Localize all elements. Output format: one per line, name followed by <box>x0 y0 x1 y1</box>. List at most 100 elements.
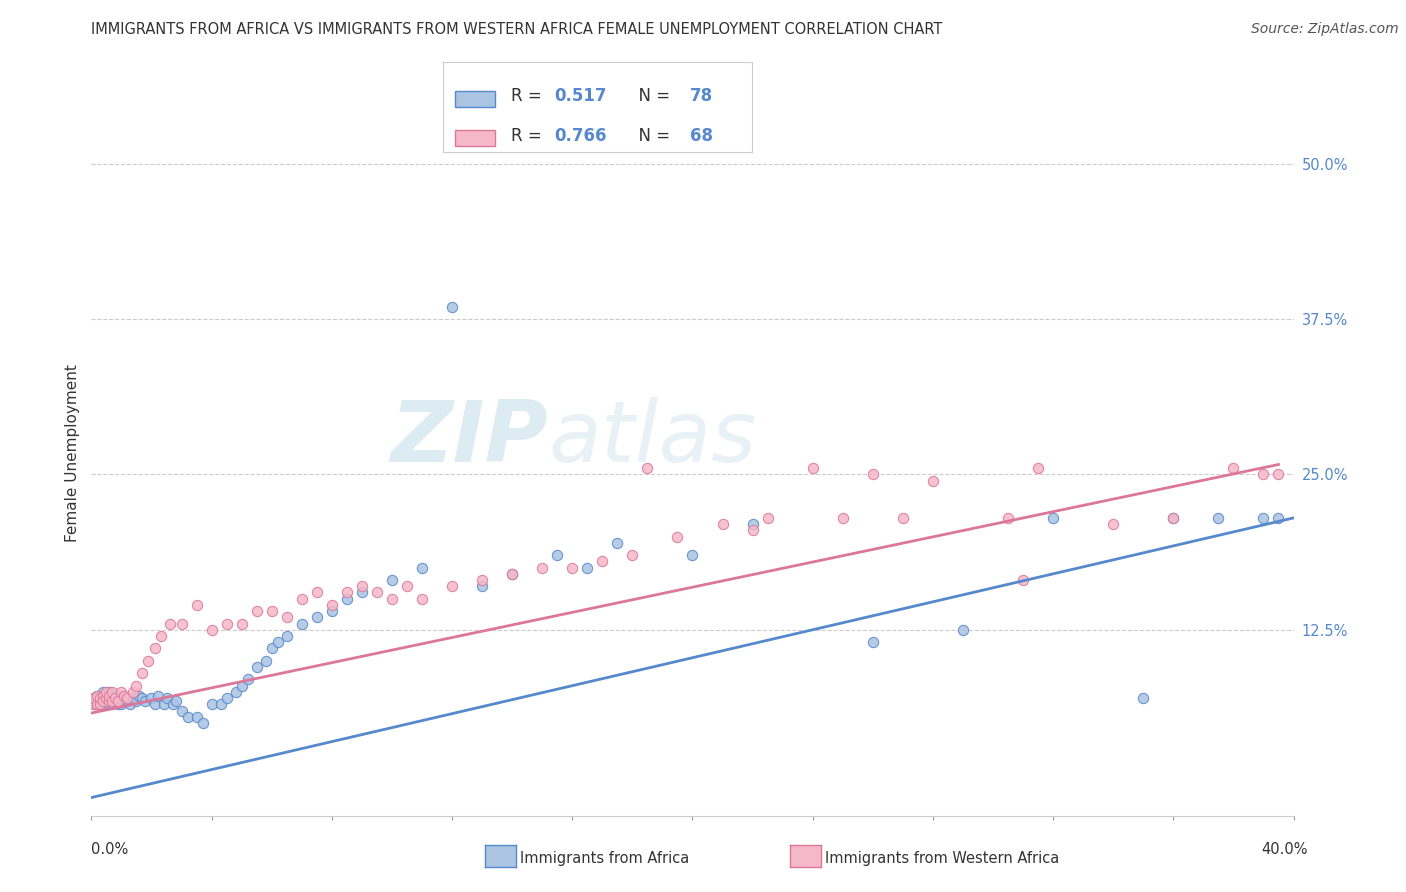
Point <box>501 566 523 581</box>
Point <box>546 548 568 562</box>
Point <box>86 693 108 707</box>
Point <box>891 511 914 525</box>
Point <box>101 693 124 707</box>
Text: R =: R = <box>510 87 547 105</box>
Point <box>1253 511 1275 525</box>
Point <box>591 554 613 568</box>
Point <box>93 689 115 703</box>
Point <box>125 693 148 707</box>
Point <box>98 689 121 703</box>
Point <box>801 461 824 475</box>
Point <box>1267 511 1289 525</box>
Point <box>201 623 224 637</box>
Point <box>117 693 139 707</box>
Point <box>201 698 224 712</box>
Point <box>831 511 853 525</box>
Point <box>711 517 734 532</box>
Point <box>231 679 253 693</box>
Point <box>267 635 290 649</box>
Point <box>176 710 198 724</box>
Text: N =: N = <box>628 127 676 145</box>
Point <box>96 693 118 707</box>
Point <box>149 629 172 643</box>
Point <box>138 654 160 668</box>
Point <box>576 560 599 574</box>
Text: Source: ZipAtlas.com: Source: ZipAtlas.com <box>1251 22 1399 37</box>
Point <box>86 689 108 703</box>
Y-axis label: Female Unemployment: Female Unemployment <box>65 364 80 541</box>
Text: 68: 68 <box>690 127 713 145</box>
Point <box>440 300 463 314</box>
Point <box>83 691 105 706</box>
Point <box>107 691 129 706</box>
Point <box>531 560 554 574</box>
Point <box>276 610 298 624</box>
Point <box>93 693 115 707</box>
Point <box>125 679 148 693</box>
Point <box>1042 511 1064 525</box>
Point <box>141 691 163 706</box>
Text: Immigrants from Western Africa: Immigrants from Western Africa <box>825 851 1060 865</box>
Point <box>117 691 139 706</box>
Point <box>152 698 174 712</box>
Point <box>321 598 343 612</box>
Point <box>952 623 974 637</box>
Point <box>471 573 494 587</box>
Point <box>89 698 111 712</box>
Point <box>336 585 359 599</box>
Point <box>134 693 156 707</box>
Bar <box>456 91 495 107</box>
Point <box>246 660 269 674</box>
Point <box>104 691 127 706</box>
Point <box>131 666 153 681</box>
Point <box>98 685 121 699</box>
Text: 0.766: 0.766 <box>554 127 607 145</box>
Point <box>110 685 132 699</box>
Point <box>83 698 105 712</box>
Point <box>143 641 166 656</box>
Point <box>260 641 283 656</box>
Point <box>83 691 105 706</box>
Point <box>1253 467 1275 482</box>
Point <box>96 698 118 712</box>
Text: R =: R = <box>510 127 547 145</box>
Point <box>131 691 153 706</box>
Point <box>260 604 283 618</box>
Point <box>1026 461 1049 475</box>
Point <box>143 698 166 712</box>
Point <box>291 591 314 606</box>
Text: 40.0%: 40.0% <box>1261 842 1308 856</box>
Point <box>98 693 121 707</box>
Point <box>122 691 145 706</box>
Point <box>89 691 111 706</box>
Point <box>107 698 129 712</box>
Point <box>381 591 404 606</box>
Point <box>165 693 187 707</box>
Point <box>366 585 388 599</box>
Point <box>159 616 181 631</box>
Point <box>186 710 208 724</box>
Point <box>381 573 404 587</box>
Point <box>86 689 108 703</box>
Point <box>146 689 169 703</box>
Point <box>606 536 628 550</box>
Point <box>246 604 269 618</box>
Point <box>89 689 111 703</box>
Point <box>225 685 247 699</box>
Point <box>104 693 127 707</box>
Point <box>305 585 328 599</box>
Point <box>411 591 433 606</box>
Point <box>122 685 145 699</box>
Point <box>395 579 418 593</box>
Point <box>110 698 132 712</box>
Point <box>215 691 238 706</box>
Point <box>862 635 884 649</box>
Point <box>101 698 124 712</box>
Bar <box>456 130 495 146</box>
Point <box>128 689 150 703</box>
Point <box>86 698 108 712</box>
Point <box>170 704 193 718</box>
Point <box>276 629 298 643</box>
Point <box>561 560 583 574</box>
Point <box>89 691 111 706</box>
